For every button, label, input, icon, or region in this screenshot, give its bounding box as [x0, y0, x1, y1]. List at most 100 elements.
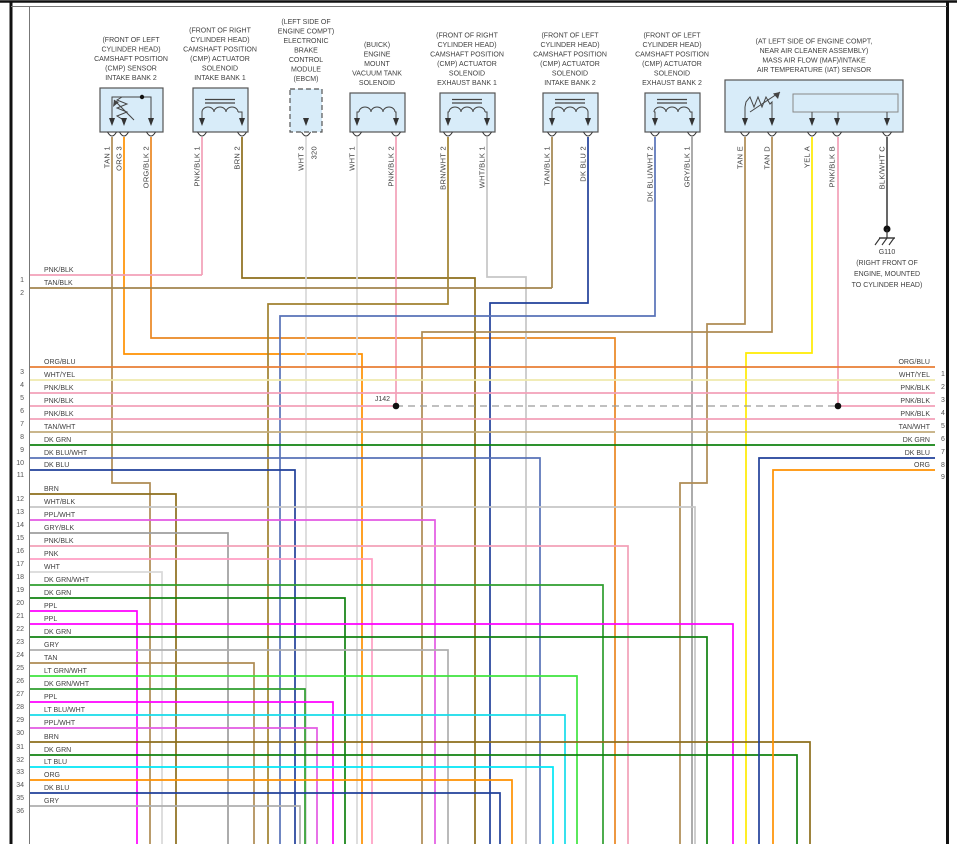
component-label-ebcm-line-5: CONTROL [289, 57, 323, 64]
component-label-cmp-actuator-solenoid-exhaust-bank-2-line-6: EXHAUST BANK 2 [642, 80, 702, 87]
row-label-left-32: DK GRN [44, 747, 71, 754]
row-number-left-25: 25 [16, 665, 24, 672]
row-number-left-19: 19 [16, 587, 24, 594]
row-number-left-21: 21 [16, 613, 24, 620]
wire-row-left-36 [30, 805, 301, 844]
component-label-cmp-actuator-solenoid-exhaust-bank-2-line-1: (FRONT OF LEFT [643, 33, 701, 40]
row-label-left-1: PNK/BLK [44, 267, 74, 274]
wire-row-left-28 [30, 701, 334, 844]
row-label-left-18: WHT [44, 564, 61, 571]
pin-label-ebcm-1: WHT 3 [297, 146, 306, 171]
row-label-left-19: DK GRN/WHT [44, 577, 90, 584]
coil-lead [238, 111, 243, 118]
component-label-cmp-actuator-solenoid-intake-bank-1-line-5: SOLENOID [202, 66, 238, 73]
component-label-maf-iat-sensor-line-4: AIR TEMPERATURE (IAT) SENSOR [757, 67, 871, 74]
pin-connector-icon [583, 131, 593, 137]
row-number-left-34: 34 [16, 782, 24, 789]
component-label-ebcm-line-6: MODULE [291, 67, 321, 74]
pin-label-cmp-actuator-solenoid-exhaust-bank-2-1: DK BLU/WHT 2 [646, 146, 655, 202]
row-label-left-21: PPL [44, 603, 57, 610]
pin-label-engine-mount-vacuum-tank-solenoid-1: WHT 1 [348, 146, 357, 171]
pin-connector-icon [443, 131, 453, 137]
row-label-left-24: GRY [44, 642, 59, 649]
row-label-right-5: PNK/BLK [900, 411, 930, 418]
pin-arrow-icon [549, 118, 555, 126]
row-number-left-36: 36 [16, 808, 24, 815]
component-label-engine-mount-vacuum-tank-solenoid-line-3: MOUNT [364, 61, 390, 68]
pin-connector-icon [119, 131, 129, 137]
coil-symbol [653, 106, 691, 113]
coil-lead [485, 111, 488, 118]
pin-arrow-icon [769, 118, 775, 126]
component-box-cmp-actuator-solenoid-intake-bank-1 [192, 87, 249, 133]
pin-label-cmp-actuator-solenoid-intake-bank-1-1: PNK/BLK 1 [193, 146, 202, 187]
pin-connector-icon [740, 131, 750, 137]
row-number-left-22: 22 [16, 626, 24, 633]
wire-row-left-29 [30, 714, 566, 844]
pin-connector-icon [352, 131, 362, 137]
junction-dot [834, 402, 842, 410]
row-number-left-10: 10 [16, 460, 24, 467]
pin-connector-icon [301, 131, 311, 137]
row-label-left-7: PNK/BLK [44, 411, 74, 418]
row-label-left-8: TAN/WHT [44, 424, 76, 431]
component-label-cmp-actuator-solenoid-intake-bank-2-line-1: (FRONT OF LEFT [541, 33, 599, 40]
pin-connector-icon [882, 131, 892, 137]
row-number-left-16: 16 [16, 548, 24, 555]
component-label-cmp-actuator-solenoid-intake-bank-2-line-3: CAMSHAFT POSITION [533, 52, 607, 59]
ground-location-line-2: ENGINE, MOUNTED [854, 271, 920, 278]
component-label-engine-mount-vacuum-tank-solenoid-line-4: VACUUM TANK [352, 71, 402, 78]
pin-connector-icon [832, 131, 842, 137]
pin-arrow-icon [484, 118, 490, 126]
wire-row-left-26 [30, 675, 578, 844]
component-label-cmp-actuator-solenoid-exhaust-bank-2-line-5: SOLENOID [654, 71, 690, 78]
wire-row-left-19 [30, 584, 604, 844]
component-label-cmp-sensor-intake-bank-2-line-5: INTAKE BANK 2 [105, 75, 157, 82]
row-number-left-15: 15 [16, 535, 24, 542]
ground-tick-icon [881, 237, 888, 246]
row-number-left-24: 24 [16, 652, 24, 659]
row-number-left-29: 29 [16, 717, 24, 724]
pin-connector-icon [146, 131, 156, 137]
component-label-ebcm-line-7: (EBCM) [294, 76, 319, 83]
component-box-maf-iat-sensor [724, 79, 904, 133]
component-label-cmp-actuator-solenoid-exhaust-bank-1-line-3: CAMSHAFT POSITION [430, 52, 504, 59]
row-number-left-9: 9 [20, 447, 24, 454]
row-label-right-6: TAN/WHT [899, 424, 931, 431]
row-label-left-20: DK GRN [44, 590, 71, 597]
row-label-left-16: PNK/BLK [44, 538, 74, 545]
row-number-left-12: 12 [16, 496, 24, 503]
component-label-engine-mount-vacuum-tank-solenoid-line-1: (BUICK) [364, 42, 390, 49]
maf-element-symbol [792, 93, 899, 113]
circuit-number-label: 320 [310, 146, 319, 159]
coil-symbol [448, 106, 486, 113]
component-label-cmp-actuator-solenoid-exhaust-bank-1-line-5: SOLENOID [449, 71, 485, 78]
component-label-cmp-actuator-solenoid-intake-bank-1-line-3: CAMSHAFT POSITION [183, 47, 257, 54]
row-number-left-7: 7 [20, 421, 24, 428]
component-label-cmp-sensor-intake-bank-2-line-1: (FRONT OF LEFT [102, 37, 160, 44]
pin-connector-icon [391, 131, 401, 137]
row-label-left-2: TAN/BLK [44, 280, 73, 287]
pin-connector-icon [650, 131, 660, 137]
ground-label: G110 [879, 249, 896, 256]
pin-label-maf-iat-sensor-5: BLK/WHT C [878, 146, 887, 190]
component-label-cmp-sensor-intake-bank-2-line-2: CYLINDER HEAD) [101, 47, 160, 54]
row-number-left-23: 23 [16, 639, 24, 646]
wire-tan-d [421, 137, 773, 844]
component-label-cmp-actuator-solenoid-exhaust-bank-1-line-4: (CMP) ACTUATOR [437, 61, 497, 68]
row-label-left-5: PNK/BLK [44, 385, 74, 392]
pin-arrow-icon [585, 118, 591, 126]
component-label-cmp-actuator-solenoid-exhaust-bank-2-line-3: CAMSHAFT POSITION [635, 52, 709, 59]
pin-label-cmp-sensor-intake-bank-2-2: ORG 3 [115, 146, 124, 171]
component-label-cmp-actuator-solenoid-exhaust-bank-2-line-4: (CMP) ACTUATOR [642, 61, 702, 68]
wire-row-left-11 [30, 469, 296, 844]
row-label-left-28: PPL [44, 694, 57, 701]
row-label-left-34: ORG [44, 772, 60, 779]
row-label-right-8: DK BLU [905, 450, 930, 457]
wire-row-left-25 [30, 662, 255, 844]
row-number-right-6: 6 [941, 436, 945, 443]
component-label-engine-mount-vacuum-tank-solenoid-line-2: ENGINE [364, 52, 391, 59]
wire-row-left-30 [30, 727, 318, 844]
wire-row-left-10 [30, 457, 541, 844]
component-label-cmp-actuator-solenoid-intake-bank-1-line-4: (CMP) ACTUATOR [190, 56, 250, 63]
